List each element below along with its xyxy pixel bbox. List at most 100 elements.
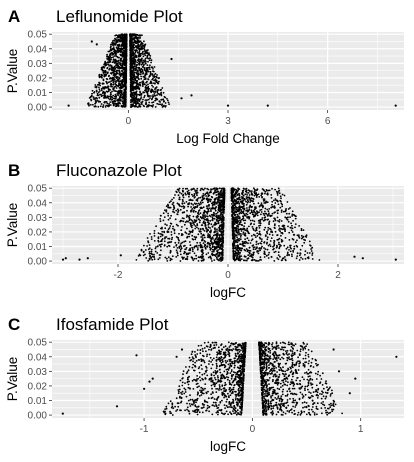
y-tick-label: 0.05 [28,184,48,195]
data-point [103,87,106,90]
data-point [124,81,126,84]
data-point [110,43,112,46]
data-point [150,248,153,251]
data-point [175,397,178,400]
data-point [244,259,247,262]
data-point [274,202,277,204]
x-axis-label: logFC [210,285,246,300]
data-point [136,61,139,64]
data-point [203,220,205,223]
data-point [191,256,194,259]
data-point [302,235,305,238]
data-point [164,227,167,230]
data-point [274,188,276,191]
data-point [154,94,156,97]
data-point [190,210,192,213]
data-point [293,245,296,248]
data-point [114,51,117,54]
data-point [246,227,249,230]
data-point [113,43,116,46]
data-point [170,238,173,241]
data-point [243,222,246,225]
data-point [280,200,282,203]
data-point [101,82,104,85]
data-point [132,34,134,37]
data-point [200,246,203,249]
data-point [242,196,244,199]
data-point [158,257,161,259]
data-point [207,228,209,231]
data-point [207,390,209,393]
data-point [241,240,244,243]
data-point [133,100,136,103]
data-point [118,82,120,85]
data-point [238,212,241,215]
data-point [274,219,277,222]
data-point [278,237,281,240]
data-point [253,215,256,218]
data-point [194,196,196,198]
data-point [225,361,228,364]
data-point [135,71,138,74]
data-point [259,222,262,225]
data-point [145,91,148,93]
data-point [209,248,212,250]
data-point [292,249,294,252]
data-point [260,242,263,245]
data-point [212,187,215,190]
data-point [138,67,141,70]
data-point [130,43,133,45]
data-point [154,247,157,250]
data-point [188,241,191,243]
data-point [220,204,223,207]
data-point [108,74,110,77]
data-point [169,257,172,260]
data-point [211,204,214,207]
data-point [287,225,289,228]
data-point [216,375,219,377]
data-point [283,194,286,197]
data-point [157,89,160,91]
data-point [117,51,120,53]
data-point [138,78,140,81]
data-point [201,201,204,204]
data-point [178,388,181,391]
data-point [144,50,146,53]
data-point [179,244,182,247]
data-point [266,192,269,195]
data-point [222,206,225,208]
data-point [193,257,196,260]
data-point [221,253,223,256]
data-point [100,93,102,96]
data-point [244,234,247,237]
data-point [285,247,288,250]
data-point [196,194,198,197]
data-point [114,97,117,100]
data-point [202,216,205,218]
data-point [236,213,239,216]
data-point [215,242,218,245]
data-point [245,212,248,215]
y-tick-label: 0.01 [28,396,48,407]
data-point [199,352,202,355]
data-point [102,106,105,108]
data-point [158,254,161,256]
data-point [215,212,218,215]
data-point [144,253,146,256]
data-point [245,259,248,262]
data-point [133,93,136,96]
data-point [261,192,264,195]
data-point [220,191,222,194]
x-axis-label: Log Fold Change [176,131,280,146]
data-point [233,237,236,240]
data-point [234,345,237,348]
data-point [251,245,254,247]
data-point [151,101,154,104]
data-point [219,209,222,212]
data-point [163,230,166,233]
data-point [113,40,116,42]
data-point [296,239,298,242]
data-point [208,246,211,249]
data-point [216,228,218,231]
data-point [178,232,180,235]
